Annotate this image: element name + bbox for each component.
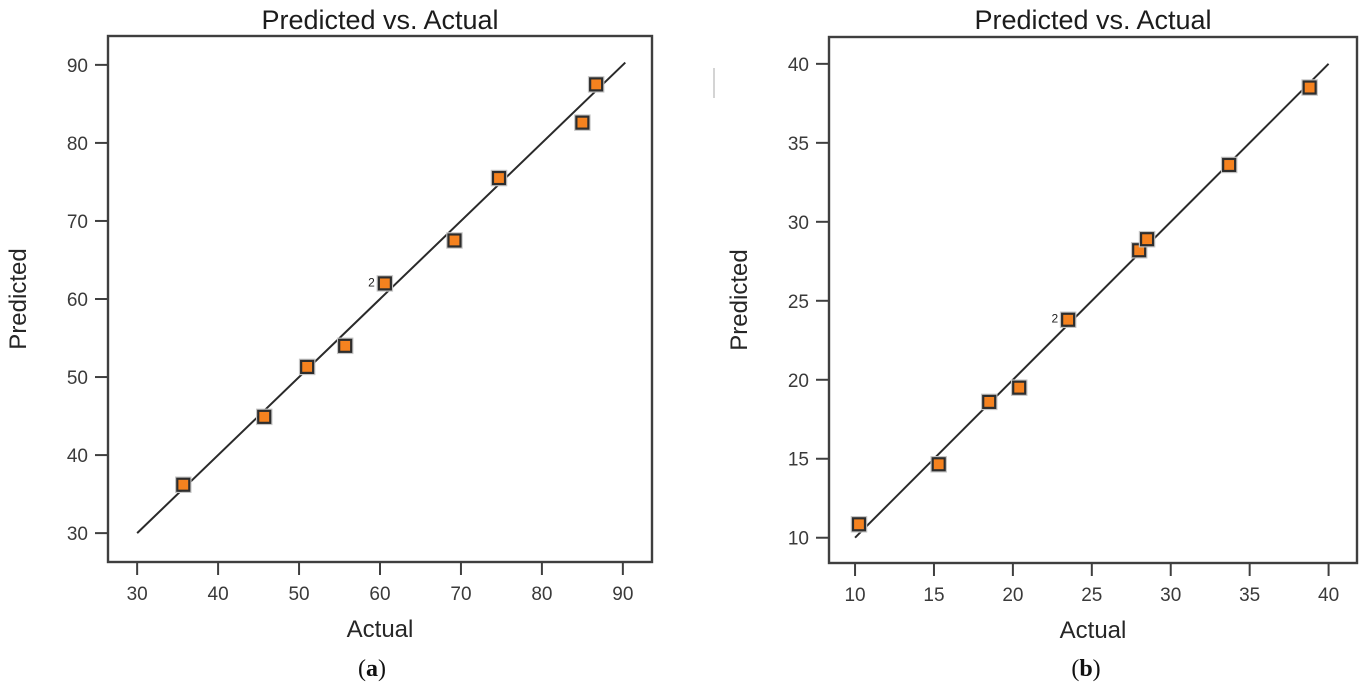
identity-line [854,63,1330,539]
x-tick-label: 10 [844,585,865,606]
chart-panel-a [95,34,654,575]
identity-line [136,61,626,534]
data-point-marker [931,457,946,472]
y-tick-label: 50 [67,368,88,389]
data-point-halo [336,337,354,355]
x-tick-label: 30 [127,584,148,605]
y-tick-label: 20 [788,371,809,392]
point-count-label: 2 [368,275,375,289]
y-tick-label: 25 [788,292,809,313]
data-point-marker [300,359,315,374]
data-point-halo [850,516,868,533]
data-point-halo [1138,230,1156,248]
y-tick-label: 10 [788,529,809,550]
x-tick-label: 25 [1081,585,1102,606]
data-point-halo [376,275,394,292]
x-tick-label: 50 [288,584,309,605]
data-point-marker [377,276,392,291]
data-point-halo [980,393,998,411]
y-tick-label: 40 [788,55,809,76]
y-tick-label: 90 [67,56,88,77]
data-point-halo [1059,311,1077,328]
x-tick-label: 30 [1160,585,1181,606]
x-tick-label: 40 [1318,585,1339,606]
data-point-halo [175,476,192,493]
x-tick-label: 80 [531,584,552,605]
x-tick-label: 40 [208,584,229,605]
data-point-halo [298,358,316,376]
data-point-marker [589,77,604,92]
data-point-halo [1301,79,1318,96]
panel-a-caption: (a) [312,656,432,683]
point-count-label: 2 [1051,312,1058,326]
y-tick-label: 40 [67,446,88,467]
caption-open-paren: ( [1071,656,1080,682]
caption-close-paren: ) [1092,656,1101,682]
data-point-marker [1139,232,1155,247]
data-point-halo [930,456,947,473]
y-tick-label: 70 [67,212,88,233]
data-point-marker [257,409,272,424]
caption-open-paren: ( [358,656,366,682]
scan-artifact-line [713,68,715,98]
y-axis-label: Predicted [5,248,32,349]
data-point-marker [1061,312,1076,327]
x-axis-label: Actual [347,616,414,643]
y-tick-label: 30 [788,213,809,234]
data-point-halo [490,169,508,187]
data-point-halo [587,76,605,93]
x-tick-label: 90 [612,584,633,605]
data-point-marker [338,338,353,353]
y-tick-label: 80 [67,134,88,155]
y-tick-label: 60 [67,290,88,311]
x-tick-label: 35 [1239,585,1260,606]
data-point-marker [1222,157,1237,173]
data-point-halo [1220,156,1238,174]
chart-panel-b [816,35,1359,576]
data-point-halo [446,232,463,249]
x-axis-label: Actual [1060,617,1127,644]
y-tick-label: 30 [67,524,88,545]
data-point-marker [1012,380,1027,395]
data-point-marker [491,170,507,186]
x-tick-label: 20 [1002,585,1023,606]
data-point-marker [176,477,191,492]
y-axis-label: Predicted [726,249,753,350]
data-point-halo [574,114,591,131]
x-tick-label: 60 [369,584,390,605]
y-tick-label: 15 [788,450,809,471]
data-point-halo [255,408,273,426]
data-point-marker [1302,80,1317,95]
caption-close-paren: ) [378,656,386,682]
caption-letter: a [366,656,378,682]
caption-letter: b [1079,656,1093,682]
data-point-marker [447,233,462,248]
data-point-halo [1010,379,1028,396]
chart-title: Predicted vs. Actual [974,5,1211,35]
chart-title: Predicted vs. Actual [261,5,498,35]
data-point-marker [982,394,997,409]
x-tick-label: 70 [450,584,471,605]
data-point-marker [851,517,867,532]
y-tick-label: 35 [788,134,809,155]
panel-b-caption: (b) [1026,656,1146,683]
data-point-marker [575,115,590,130]
x-tick-label: 15 [923,585,944,606]
